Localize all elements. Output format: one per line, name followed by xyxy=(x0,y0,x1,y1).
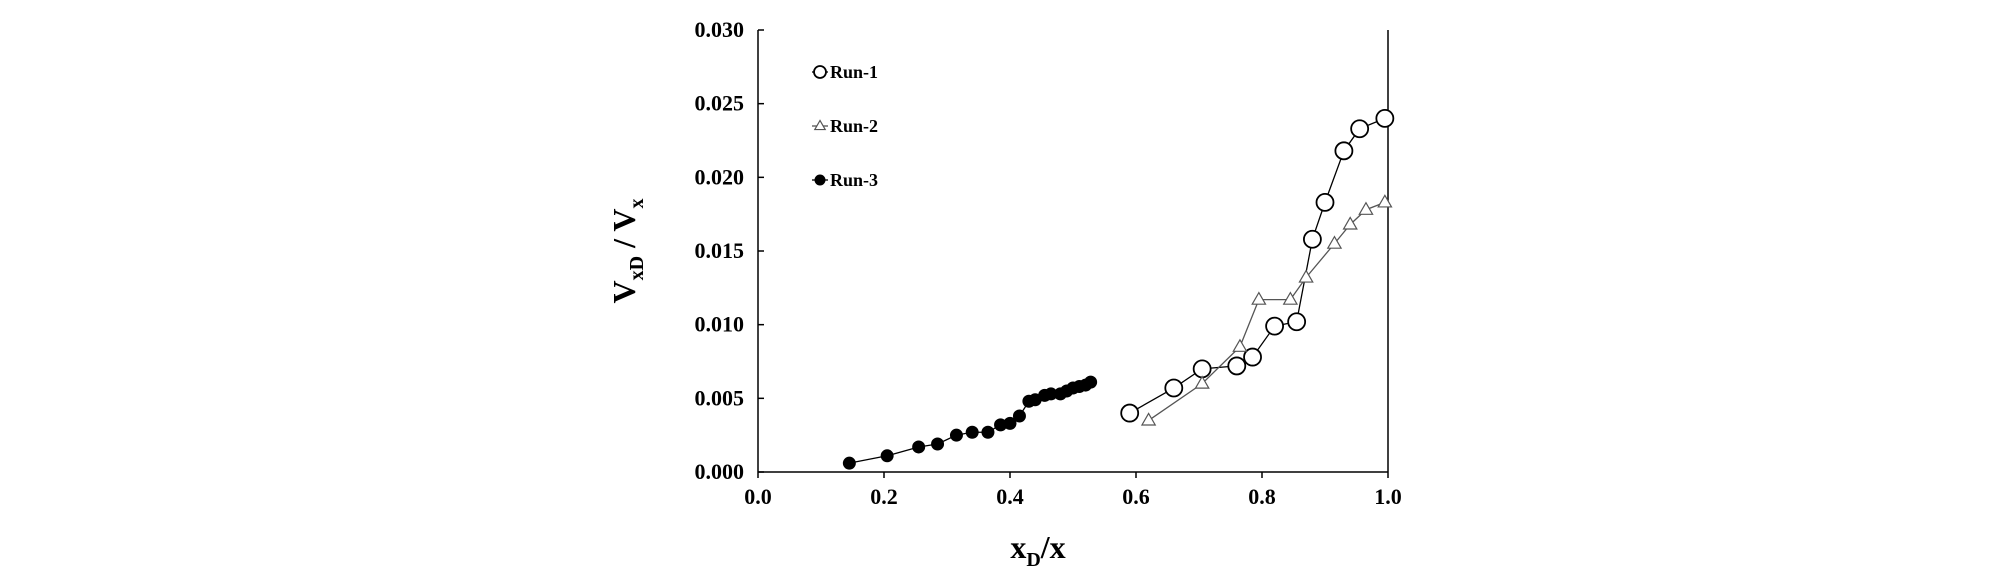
y-axis-title-sub: xD xyxy=(626,256,648,280)
data-point xyxy=(1377,194,1393,208)
data-point xyxy=(981,425,995,439)
legend-item: Run-3 xyxy=(812,170,878,190)
x-tick-label: 0.2 xyxy=(870,484,898,509)
y-axis-title: VxD / Vx xyxy=(606,199,648,304)
data-point xyxy=(880,449,894,463)
legend-marker xyxy=(813,65,827,79)
plot-area: 0.0 0.2 0.4 0.6 0.8 1.0 0.0000.0050.0100.0150… xyxy=(695,17,1402,509)
data-point xyxy=(1140,412,1157,426)
x-tick-label: 0.8 xyxy=(1248,484,1276,509)
data-point xyxy=(1334,141,1354,161)
x-tick-label: 1.0 xyxy=(1374,484,1402,509)
y-tick-label: 0.030 xyxy=(695,17,745,42)
x-axis-title-base: x xyxy=(1010,529,1026,565)
x-ticks: 0.0 0.2 0.4 0.6 0.8 1.0 xyxy=(744,472,1402,509)
data-point xyxy=(1012,409,1026,423)
x-axis-title-sub: D xyxy=(1026,549,1040,571)
legend-label: Run-1 xyxy=(830,62,878,82)
y-tick-label: 0.020 xyxy=(695,164,745,189)
data-point xyxy=(1282,291,1299,305)
data-point xyxy=(1287,312,1307,332)
y-axis-title-base: V xyxy=(606,280,642,303)
data-point xyxy=(1375,109,1395,128)
y-tick-label: 0.010 xyxy=(695,312,745,337)
legend-marker xyxy=(814,174,826,186)
y-tick-label: 0.000 xyxy=(695,459,745,484)
data-point xyxy=(1084,375,1098,389)
data-point xyxy=(1232,338,1248,352)
legend-marker xyxy=(813,119,827,131)
data-point xyxy=(1194,375,1210,389)
y-tick-label: 0.015 xyxy=(695,238,745,263)
legend-item: Run-2 xyxy=(812,116,878,136)
series-layer xyxy=(842,109,1395,470)
data-point xyxy=(1120,403,1140,423)
data-point xyxy=(949,428,963,442)
data-point xyxy=(1350,119,1370,139)
series-2 xyxy=(1140,194,1393,426)
data-point xyxy=(912,440,926,454)
data-point xyxy=(1303,229,1322,249)
series-line xyxy=(1148,201,1386,421)
legend: Run-1 Run-2 Run-3 xyxy=(812,62,878,190)
data-point xyxy=(1003,416,1017,430)
y-axis-title-base2: V xyxy=(606,209,642,232)
data-point xyxy=(1164,378,1184,398)
data-point xyxy=(965,425,979,439)
data-point xyxy=(842,456,856,470)
series-1 xyxy=(1120,109,1395,423)
data-point xyxy=(1342,216,1358,230)
legend-label: Run-3 xyxy=(830,170,878,190)
data-point xyxy=(931,437,945,451)
series-line xyxy=(1129,117,1386,414)
x-tick-label: 0.4 xyxy=(996,484,1024,509)
y-ticks: 0.000 0.005 0.010 0.015 0.020 0.025 0.030 xyxy=(695,17,764,484)
y-axis-title-sep: / xyxy=(606,232,642,256)
y-axis-title-sub2: x xyxy=(626,199,648,209)
data-point xyxy=(1227,356,1247,376)
legend-label: Run-2 xyxy=(830,116,878,136)
x-axis-title-suffix: /x xyxy=(1040,529,1066,565)
legend-item: Run-1 xyxy=(812,62,878,82)
x-tick-label: 0.0 xyxy=(744,484,772,509)
y-tick-label: 0.005 xyxy=(695,385,745,410)
data-point xyxy=(1192,359,1212,379)
data-point xyxy=(1326,235,1343,249)
x-axis-title: xD/x xyxy=(1010,529,1065,571)
data-point xyxy=(1243,347,1262,367)
data-point xyxy=(1358,201,1374,215)
data-point xyxy=(1265,316,1284,336)
data-point xyxy=(1315,192,1335,212)
data-point xyxy=(1298,269,1314,283)
x-tick-label: 0.6 xyxy=(1122,484,1150,509)
y-tick-label: 0.025 xyxy=(695,91,745,116)
data-point xyxy=(1251,291,1267,305)
series-3 xyxy=(842,375,1098,470)
